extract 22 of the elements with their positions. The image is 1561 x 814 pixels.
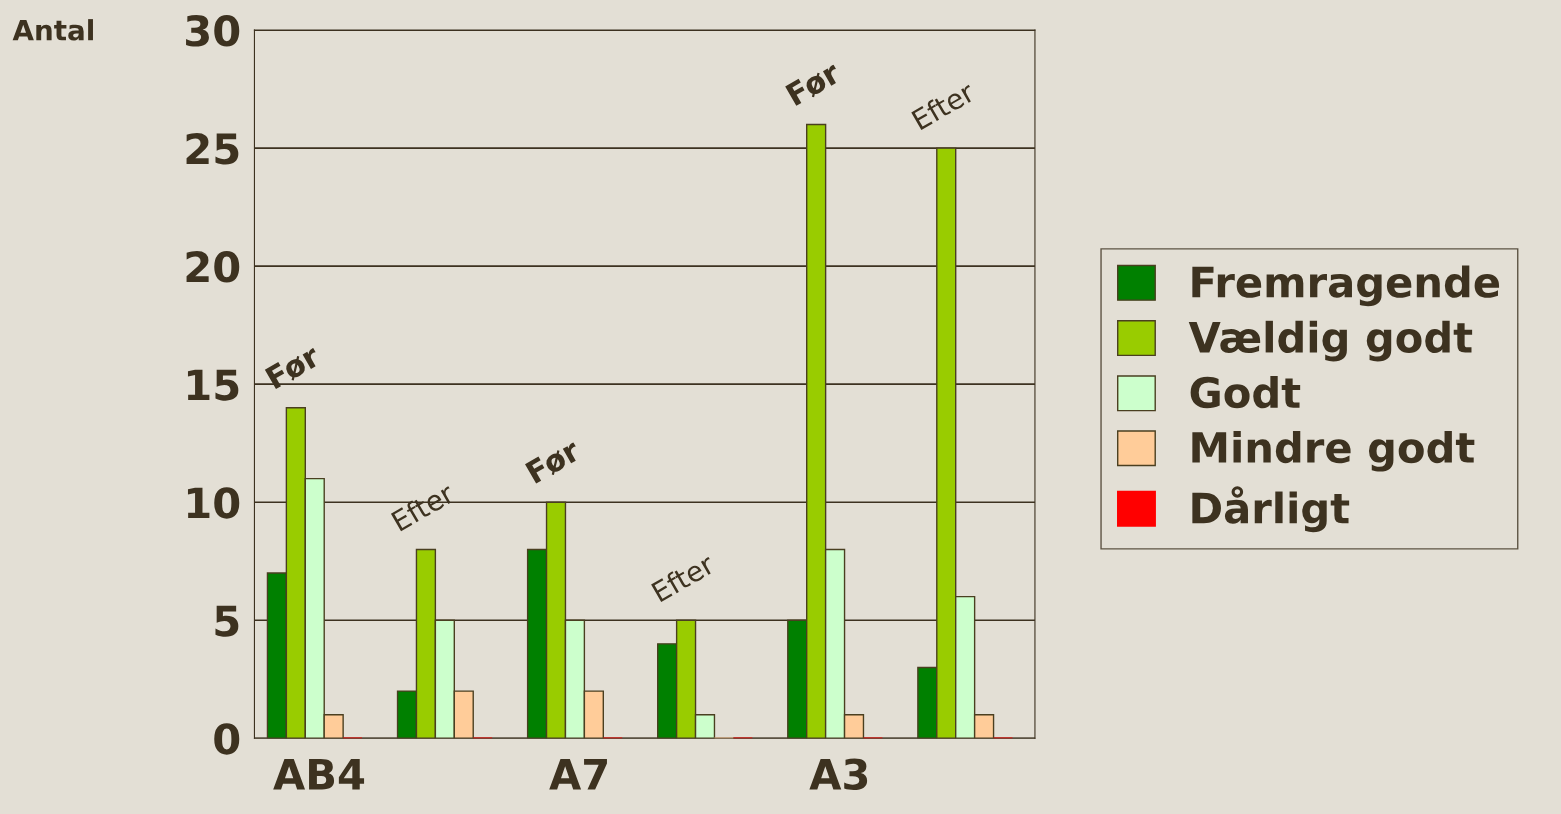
annotation: Før bbox=[525, 437, 583, 485]
annotation: Efter bbox=[910, 79, 977, 131]
x-tick-label: A3 bbox=[809, 758, 868, 790]
y-tick-label: 15 bbox=[187, 369, 239, 401]
y-tick-label: 10 bbox=[187, 487, 240, 519]
legend-label: Fremragende bbox=[1192, 265, 1500, 307]
legend-label: Vældig godt bbox=[1188, 320, 1473, 362]
y-tick-label: 30 bbox=[186, 15, 240, 47]
legend-label: Godt bbox=[1190, 376, 1301, 409]
annotation: Efter bbox=[650, 552, 717, 603]
y-tick-label: 0 bbox=[214, 723, 240, 755]
annotation: Før bbox=[785, 60, 843, 108]
y-tick-label: 5 bbox=[215, 605, 239, 637]
x-tick-label: AB4 bbox=[273, 759, 365, 790]
y-tick-label: 25 bbox=[186, 133, 239, 165]
legend-label: Mindre godt bbox=[1192, 430, 1475, 472]
annotation: Før bbox=[264, 343, 323, 391]
annotation: Efter bbox=[390, 481, 457, 532]
x-tick-label: A7 bbox=[549, 759, 607, 790]
legend-label: Dårligt bbox=[1192, 486, 1350, 533]
y-axis-title: Antal bbox=[12, 19, 93, 41]
y-tick-label: 20 bbox=[186, 251, 240, 283]
